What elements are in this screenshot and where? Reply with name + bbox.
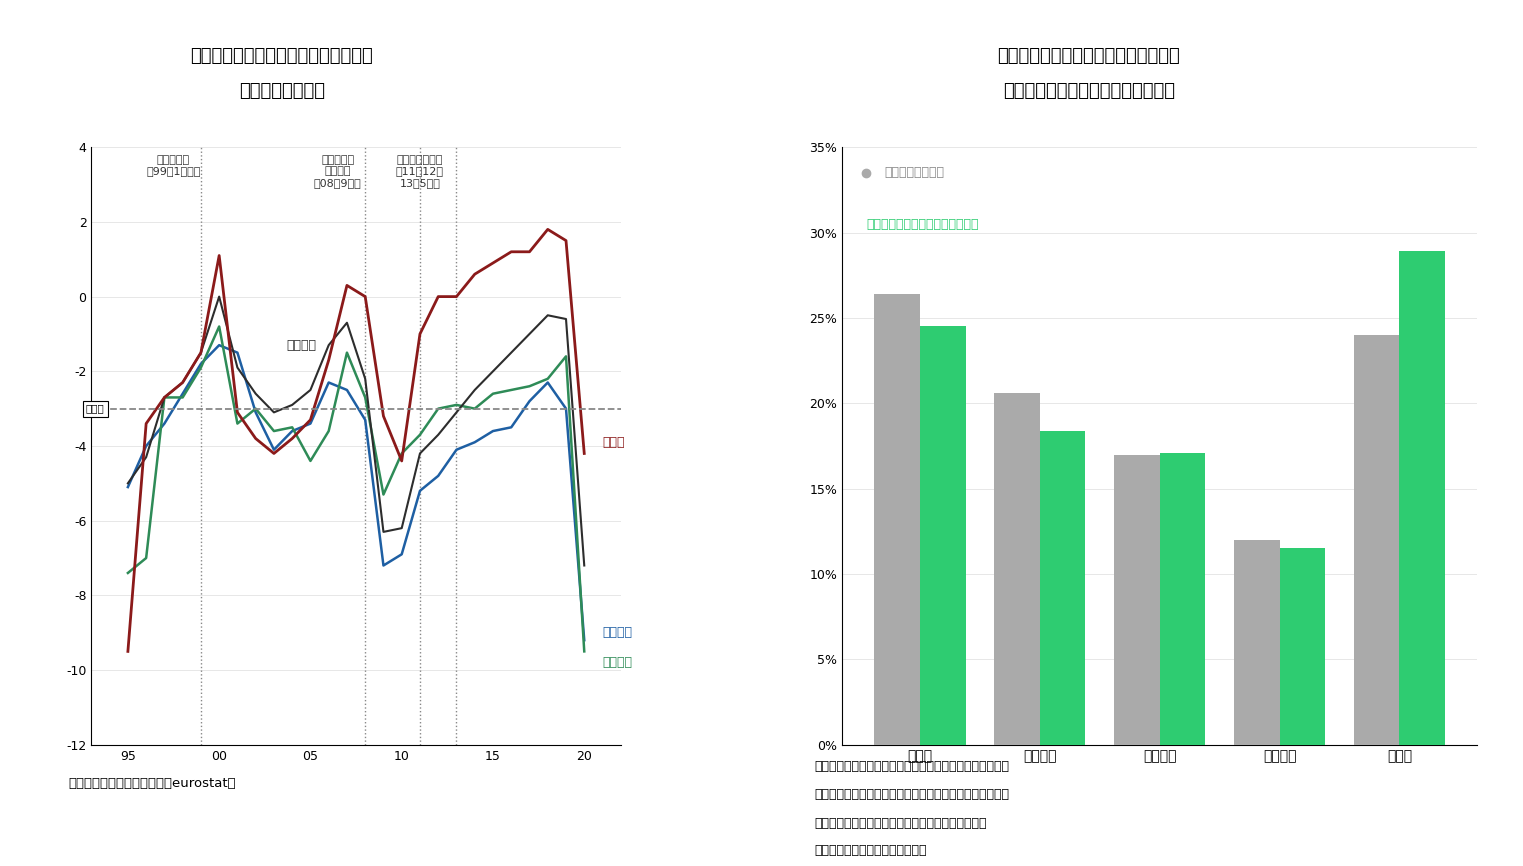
Bar: [1115, 455, 1159, 745]
Bar: [1354, 335, 1400, 745]
Bar: [920, 326, 966, 745]
Text: ユーロ圏: ユーロ圏: [286, 339, 317, 352]
Text: 図表８　ＥＣＢのキャピタル・キーと: 図表８ ＥＣＢのキャピタル・キーと: [998, 48, 1180, 65]
Bar: [995, 393, 1040, 745]
Bar: [1400, 251, 1445, 745]
Text: （資料）欧州委員会統計局（eurostat）: （資料）欧州委員会統計局（eurostat）: [69, 777, 236, 791]
Text: 財政ルール改定
（11年12月
13年5月）: 財政ルール改定 （11年12月 13年5月）: [396, 155, 445, 188]
Bar: [1234, 540, 1279, 745]
Text: ＰＥＰＰ買入れ残高に占める割合: ＰＥＰＰ買入れ残高に占める割合: [867, 217, 978, 230]
Text: 基準値: 基準値: [85, 404, 105, 414]
Bar: [1279, 548, 1325, 745]
Text: ＰＥＰＰの買入れ残高に占める割合: ＰＥＰＰの買入れ残高に占める割合: [1004, 82, 1174, 100]
Bar: [1159, 453, 1205, 745]
Text: フランス: フランス: [603, 626, 632, 639]
Text: ドイツ: ドイツ: [603, 436, 624, 449]
Text: 図表７　ユーロ圏と主要国の財政赤字: 図表７ ユーロ圏と主要国の財政赤字: [190, 48, 373, 65]
Text: 末時点（その他には超国家機関債を含む）: 末時点（その他には超国家機関債を含む）: [815, 817, 987, 830]
Text: リーマン・
ショック
（08年9月）: リーマン・ ショック （08年9月）: [314, 155, 361, 188]
Text: ＰＥＰＰの買入れ残高に占める割合は２１年７月: ＰＥＰＰの買入れ残高に占める割合は２１年７月: [815, 788, 1010, 802]
Text: （対ＧＤＰ比％）: （対ＧＤＰ比％）: [239, 82, 324, 100]
Text: （資料）欧州中央銀行（ＥＣＢ）: （資料）欧州中央銀行（ＥＣＢ）: [815, 843, 928, 857]
Text: （注）　キャピタル・キー（出資比率）は２０年末時点、: （注） キャピタル・キー（出資比率）は２０年末時点、: [815, 759, 1010, 773]
Bar: [1040, 430, 1086, 745]
Text: イタリア: イタリア: [603, 656, 632, 669]
Bar: [874, 294, 920, 745]
Text: ユーロ導入
（99年1月〜）: ユーロ導入 （99年1月〜）: [146, 155, 201, 177]
Text: キャピタル・キー: キャピタル・キー: [883, 166, 944, 179]
